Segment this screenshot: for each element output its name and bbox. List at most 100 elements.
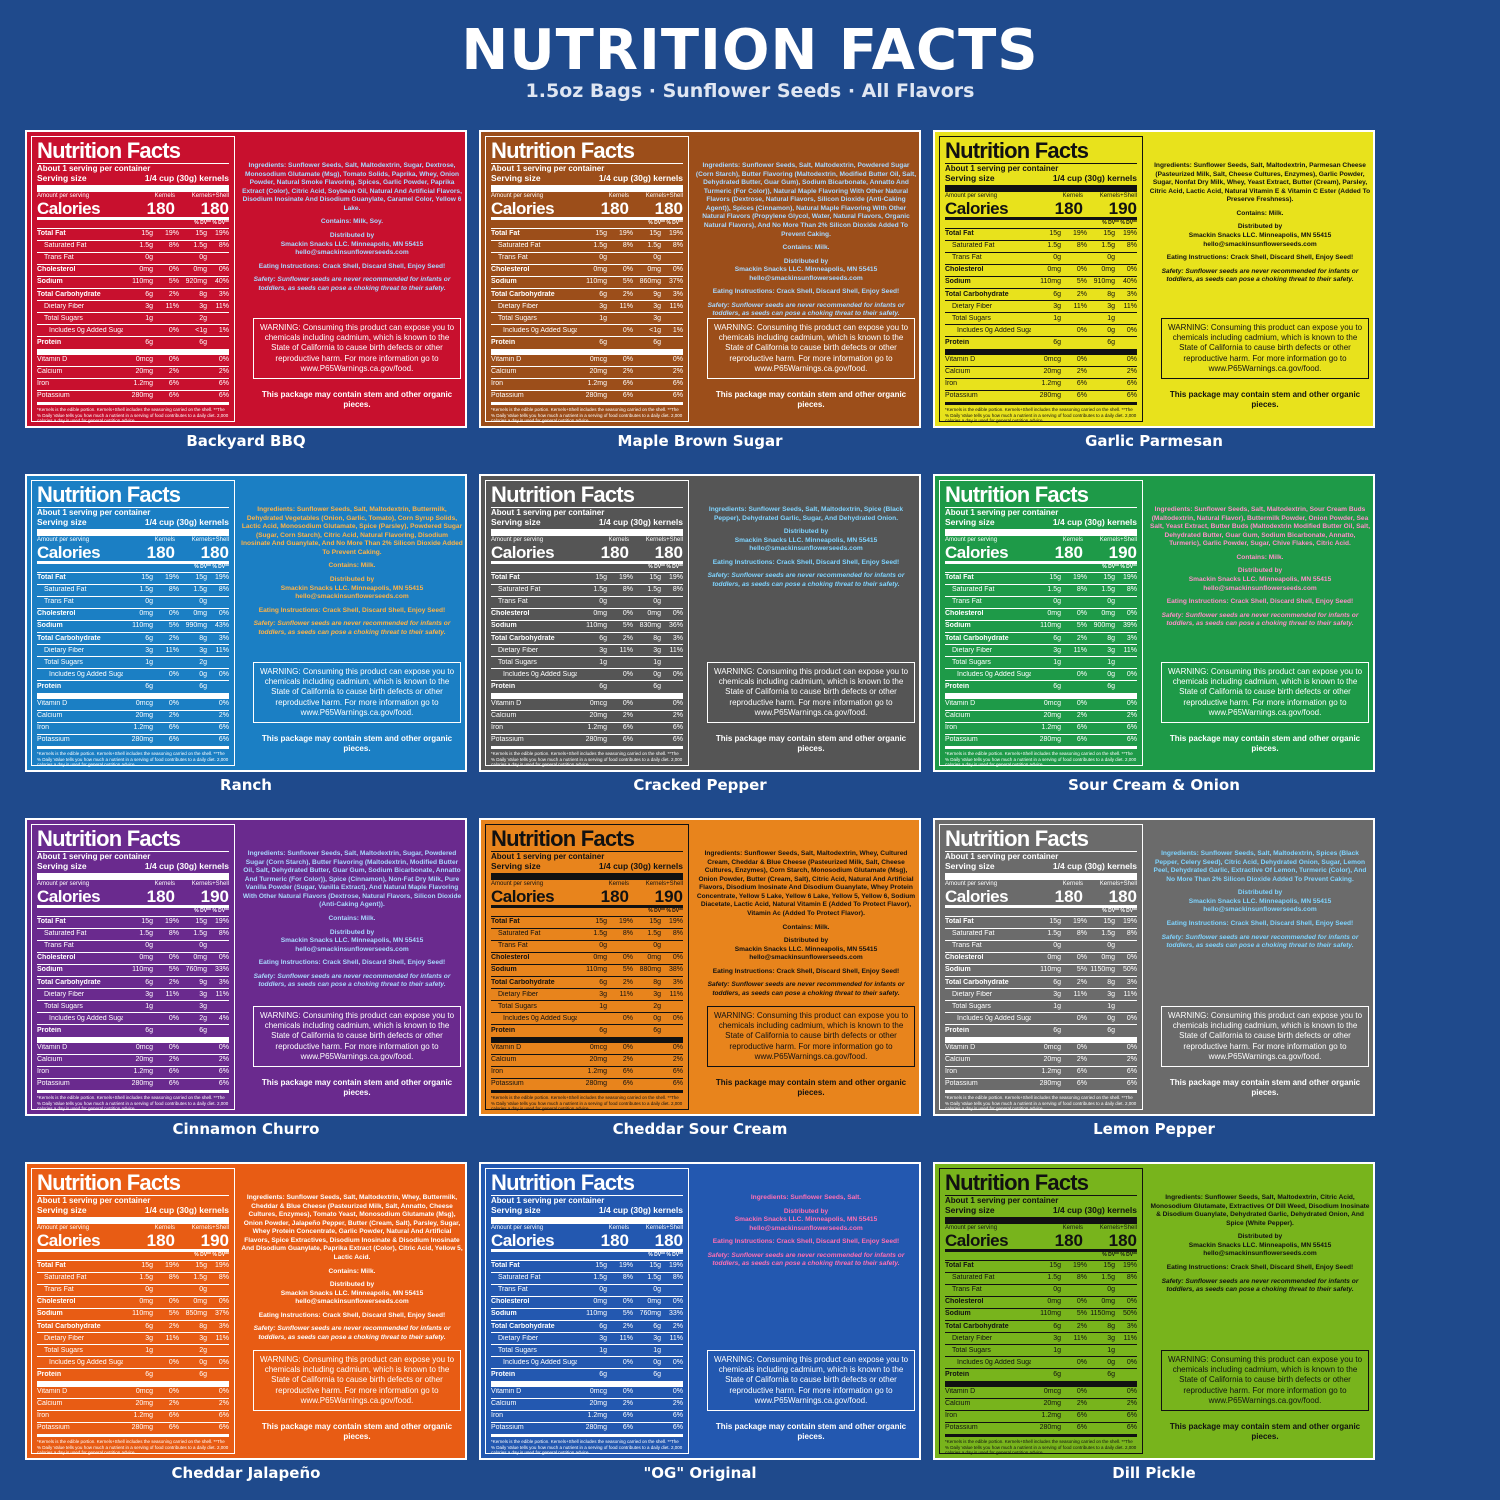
calories-kernels-shell-value: 180	[654, 198, 683, 218]
kernels-dv: 19%	[618, 1262, 633, 1270]
kernels-amount: 0g	[145, 254, 153, 262]
nutrient-name: Potassium	[945, 392, 978, 400]
shell-dv: 0%	[218, 266, 229, 274]
nutrient-name: Saturated Fat	[952, 930, 995, 938]
calories-kernels-value: 180	[146, 198, 175, 218]
kernels-amount: 6g	[1053, 1322, 1061, 1330]
kernels-amount: 20mg	[1043, 1056, 1061, 1064]
nutrient-row: Cholesterol 0mg 0% 0mg 0%	[945, 609, 1137, 621]
kernels-dv: 11%	[165, 302, 180, 310]
shell-amount: 0g	[653, 942, 661, 950]
nutrient-name: Protein	[945, 1370, 970, 1378]
nutrient-row: Potassium 280mg 6% 6%	[37, 391, 229, 405]
kernels-amount: 0g	[599, 598, 607, 606]
shell-amount: 15g	[649, 1262, 661, 1270]
ingredients-info: Ingredients: Sunflower Seeds, Salt, Malt…	[695, 162, 917, 324]
kernels-amount: 0g	[145, 1286, 153, 1294]
package-note: This package may contain stem and other …	[715, 390, 907, 410]
distributor-email: hello@smackinsunflowerseeds.com	[1203, 906, 1317, 914]
calories-kernels: Kernels 180	[131, 193, 175, 217]
calories-label: Calories	[37, 542, 101, 562]
shell-dv: 8%	[672, 242, 683, 250]
prop65-warning: WARNING: Consuming this product can expo…	[1161, 1006, 1369, 1068]
shell-dv: 2%	[1126, 1056, 1137, 1064]
serving-size-row: Serving size 1/4 cup (30g) kernels	[945, 517, 1137, 536]
calories-label-group: Amount per serving Calories	[945, 1225, 1009, 1249]
calories-block: Amount per serving Calories Kernels 180 Kern…	[945, 192, 1137, 220]
shell-amount: 3g	[653, 646, 661, 654]
kernels-dv: 5%	[168, 278, 179, 286]
kernels-shell-header: Kernels+Shell	[191, 536, 229, 543]
kernels-amount: 20mg	[135, 712, 153, 720]
shell-dv: 8%	[672, 1274, 683, 1282]
distributor-name: Smackin Snacks LLC. Minneapolis, MN 5541…	[280, 1289, 424, 1297]
calories-kernels-shell-value: 180	[654, 1230, 683, 1250]
shell-dv: 1%	[672, 326, 683, 334]
kernels-dv: 19%	[618, 918, 633, 926]
ingredients-text: Ingredients: Sunflower Seeds, Salt, Malt…	[1150, 1194, 1370, 1227]
shell-amount: 1.5g	[1101, 242, 1115, 250]
kernels-dv: 6%	[1076, 1412, 1087, 1420]
eating-instructions: Eating Instructions: Crack Shell, Discar…	[258, 959, 446, 967]
shell-dv: 4%	[218, 1014, 229, 1022]
kernels-header: Kernels	[154, 192, 175, 199]
kernels-amount: 0mcg	[1043, 1044, 1061, 1052]
nutrient-name: Dietary Fiber	[44, 302, 85, 310]
safety-note: Safety: Sunflower seeds are never recomm…	[707, 1251, 905, 1268]
nutrient-name: Vitamin D	[491, 356, 522, 364]
nutrient-name: Protein	[491, 1370, 516, 1378]
serving-size-value: 1/4 cup (30g) kernels	[1052, 1205, 1137, 1216]
shell-dv: 2%	[218, 1400, 229, 1408]
serving-size-row: Serving size 1/4 cup (30g) kernels	[37, 517, 229, 536]
shell-amount: 9g	[653, 290, 661, 298]
nutrient-row: Trans Fat 0g 0g	[491, 941, 683, 953]
kernels-dv: 5%	[168, 966, 179, 974]
ingredients-info: Ingredients: Sunflower Seeds, Salt, Malt…	[695, 506, 917, 595]
calories-kernels: Kernels 180	[585, 193, 629, 217]
kernels-header: Kernels	[608, 880, 629, 887]
nutrient-row: Saturated Fat 1.5g 8% 1.5g 8%	[37, 585, 229, 597]
nf-title: Nutrition Facts	[945, 827, 1137, 852]
nutrient-name: Vitamin D	[37, 1388, 68, 1396]
amount-per-serving: Amount per serving	[945, 192, 998, 199]
nutrient-name: Dietary Fiber	[44, 990, 85, 998]
kernels-amount: 6g	[599, 290, 607, 298]
package-note: This package may contain stem and other …	[1169, 734, 1361, 754]
kernels-amount: 0mg	[139, 610, 153, 618]
kernels-dv: 11%	[619, 302, 634, 310]
nutrient-name: Calcium	[491, 1056, 517, 1064]
prop65-warning: WARNING: Consuming this product can expo…	[253, 662, 461, 724]
nf-title: Nutrition Facts	[37, 483, 229, 508]
serving-size-value: 1/4 cup (30g) kernels	[1052, 861, 1137, 872]
amount-per-serving: Amount per serving	[491, 880, 544, 887]
kernels-amount: 3g	[145, 1334, 153, 1342]
nutrient-name: Total Sugars	[44, 658, 83, 666]
nutrient-name: Iron	[945, 1068, 958, 1076]
nutrient-name: Calcium	[491, 712, 517, 720]
kernels-amount: 1.2mg	[1041, 1412, 1061, 1420]
nutrient-row: Includes 0g Added Sugars 0% <1g 1%	[491, 325, 683, 338]
kernels-dv: 2%	[168, 712, 179, 720]
shell-amount: 1.5g	[647, 242, 661, 250]
nutrient-name: Potassium	[491, 1424, 524, 1432]
nutrient-name: Iron	[491, 1068, 504, 1076]
allergen-contains: Contains: Milk.	[328, 562, 376, 570]
nf-footnote: *Kernels is the edible portion. Kernels+…	[945, 406, 1137, 424]
kernels-amount: 3g	[145, 302, 153, 310]
nf-footnote: *Kernels is the edible portion. Kernels+…	[37, 1094, 229, 1112]
nutrient-row: Iron 1.2mg 6% 6%	[491, 723, 683, 735]
nutrient-name: Total Fat	[491, 230, 520, 238]
nutrient-row: Trans Fat 0g 0g	[945, 941, 1137, 953]
kernels-amount: 15g	[1049, 1262, 1061, 1270]
flavor-name: Dill Pickle	[1112, 1464, 1196, 1482]
kernels-amount: 3g	[1053, 646, 1061, 654]
nutrient-row: Protein 6g 6g	[945, 1369, 1137, 1387]
nutrient-name: Total Sugars	[498, 1002, 537, 1010]
shell-dv: 6%	[218, 736, 229, 744]
calories-kernels-value: 180	[1054, 542, 1083, 562]
nutrient-name: Protein	[491, 682, 516, 690]
serving-size-label: Serving size	[37, 517, 87, 528]
distributor-info: Distributed by Smackin Snacks LLC. Minnea…	[1149, 567, 1371, 593]
daily-value-header: % DV** % DV**	[491, 908, 683, 917]
calories-block: Amount per serving Calories Kernels 180 Kern…	[491, 536, 683, 564]
